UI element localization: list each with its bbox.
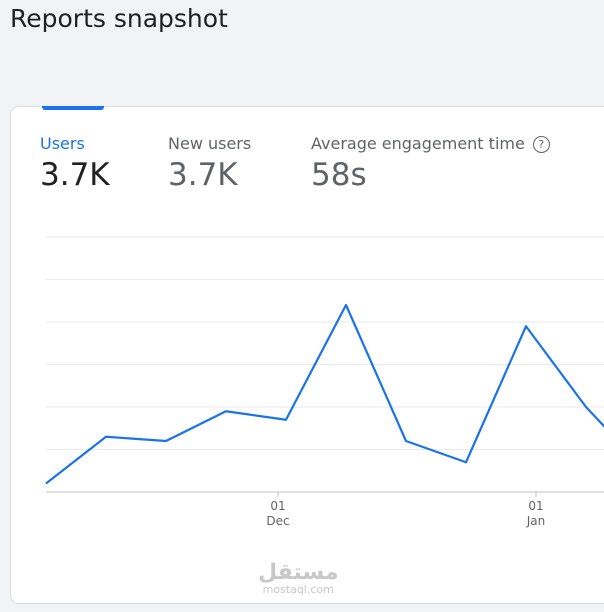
x-tick-day: 01 <box>270 499 285 513</box>
metric-label: Average engagement time <box>311 134 525 153</box>
metric-tab[interactable]: Average engagement time? 58s <box>311 134 550 193</box>
metric-value: 58s <box>311 157 367 193</box>
active-tab <box>42 106 104 110</box>
page-title: Reports snapshot <box>10 4 228 33</box>
help-icon[interactable]: ? <box>532 136 550 153</box>
metric-tab[interactable]: New users 3.7K <box>168 134 251 193</box>
metric-label: New users <box>168 134 252 153</box>
watermark: مستقل mostaql.com <box>258 560 339 596</box>
metric-label: Users <box>40 134 85 153</box>
card <box>10 106 604 604</box>
x-tick-day: 01 <box>528 499 543 513</box>
metric-value: 3.7K <box>168 157 238 193</box>
metric-tab[interactable]: Users 3.7K <box>40 134 110 193</box>
metric-value: 3.7K <box>40 157 110 193</box>
watermark-arabic: مستقل <box>258 560 339 585</box>
line <box>45 303 604 485</box>
watermark-latin: mostaql.com <box>262 583 334 596</box>
x-tick-month: Dec <box>266 514 289 528</box>
x-tick-month: Jan <box>526 514 546 528</box>
